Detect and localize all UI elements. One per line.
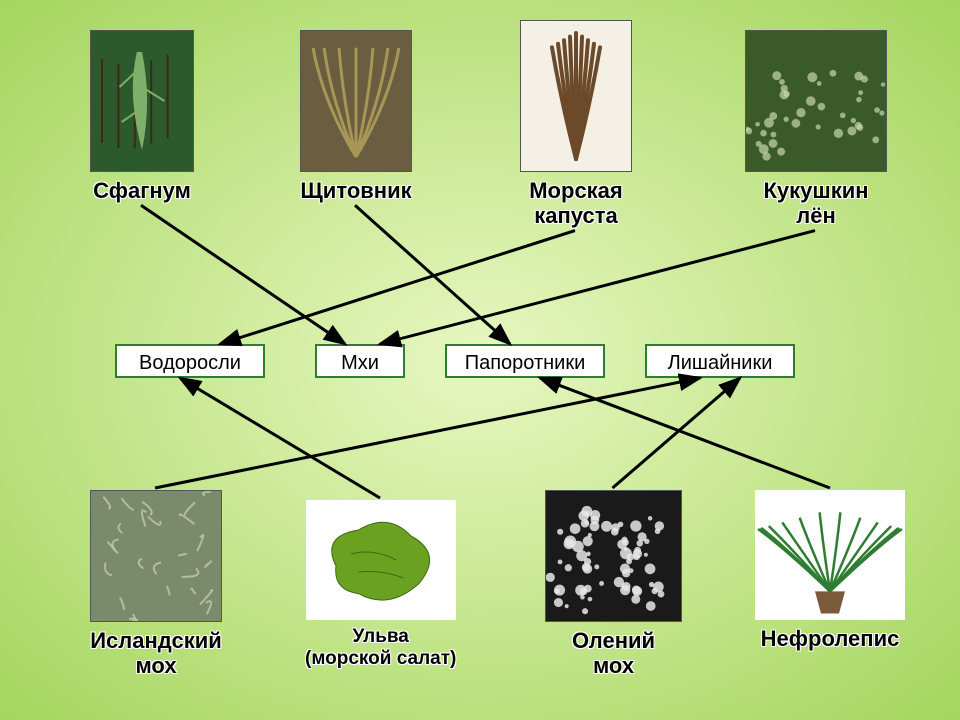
- plant-label-nephrolepis: Нефролепис: [761, 626, 900, 651]
- plant-label-dryopteris: Щитовник: [300, 178, 411, 203]
- arrow-dryopteris-to-ferns: [355, 205, 510, 344]
- category-algae: Водоросли: [115, 344, 265, 378]
- plant-label-polytrichum: Кукушкин лён: [763, 178, 868, 229]
- plant-ulva: Ульва (морской салат): [305, 500, 456, 670]
- plant-label-laminaria: Морская капуста: [529, 178, 623, 229]
- arrow-cladonia-to-lichens: [613, 378, 741, 488]
- category-ferns: Папоротники: [445, 344, 605, 378]
- plant-laminaria: Морская капуста: [520, 20, 632, 229]
- plant-image-cetraria: [90, 490, 222, 622]
- plant-label-sphagnum: Сфагнум: [93, 178, 191, 203]
- arrow-laminaria-to-algae: [220, 231, 575, 344]
- arrow-polytrichum-to-mosses: [380, 231, 815, 344]
- plant-image-cladonia: [545, 490, 682, 622]
- arrow-ulva-to-algae: [180, 378, 380, 498]
- category-lichens: Лишайники: [645, 344, 795, 378]
- arrow-cetraria-to-lichens: [155, 378, 700, 488]
- diagram-canvas: Сфагнум Щитовник Морская капуста Кукушкин л…: [0, 0, 960, 720]
- plant-label-cetraria: Исландский мох: [90, 628, 222, 679]
- plant-image-ulva: [306, 500, 456, 620]
- plant-image-laminaria: [520, 20, 632, 172]
- plant-image-polytrichum: [745, 30, 887, 172]
- plant-image-nephrolepis: [755, 490, 905, 620]
- plant-sphagnum: Сфагнум: [90, 30, 194, 203]
- plant-label-cladonia: Олений мох: [572, 628, 655, 679]
- plant-image-dryopteris: [300, 30, 412, 172]
- plant-nephrolepis: Нефролепис: [755, 490, 905, 651]
- plant-label-ulva: Ульва (морской салат): [305, 626, 456, 670]
- category-mosses: Мхи: [315, 344, 405, 378]
- plant-dryopteris: Щитовник: [300, 30, 412, 203]
- arrow-sphagnum-to-mosses: [141, 205, 345, 344]
- plant-cetraria: Исландский мох: [90, 490, 222, 679]
- arrow-nephrolepis-to-ferns: [540, 378, 830, 488]
- plant-polytrichum: Кукушкин лён: [745, 30, 887, 229]
- plant-image-sphagnum: [90, 30, 194, 172]
- plant-cladonia: Олений мох: [545, 490, 682, 679]
